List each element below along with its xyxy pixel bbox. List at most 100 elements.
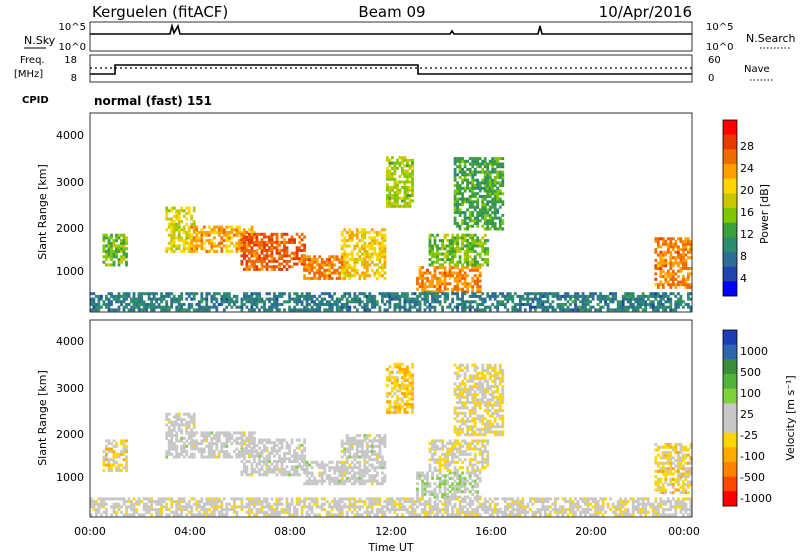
power-cell bbox=[343, 244, 347, 248]
power-cell bbox=[406, 161, 409, 165]
velocity-cell bbox=[478, 371, 482, 375]
power-cell bbox=[498, 219, 502, 223]
velocity-cell bbox=[481, 390, 485, 394]
velocity-cell bbox=[345, 447, 349, 451]
power-cell bbox=[245, 294, 249, 298]
power-cell bbox=[210, 231, 214, 234]
power-cell bbox=[195, 239, 199, 243]
power-cell bbox=[498, 165, 502, 169]
power-cell bbox=[343, 258, 347, 261]
power-cell bbox=[373, 271, 377, 275]
power-cell bbox=[140, 303, 143, 306]
power-cell bbox=[426, 285, 429, 288]
power-cell bbox=[225, 294, 229, 298]
power-cell bbox=[466, 233, 469, 237]
power-cell bbox=[258, 257, 261, 261]
power-cell bbox=[313, 260, 316, 264]
power-cell bbox=[396, 294, 399, 298]
velocity-cell bbox=[446, 482, 449, 486]
power-cell bbox=[544, 305, 547, 309]
power-cell bbox=[305, 300, 309, 304]
power-cell bbox=[167, 209, 171, 213]
velocity-cell bbox=[486, 425, 490, 429]
power-cell bbox=[461, 233, 464, 237]
power-cell bbox=[656, 245, 660, 249]
velocity-cell bbox=[448, 490, 452, 494]
velocity-cell bbox=[396, 362, 399, 366]
power-cell bbox=[250, 251, 254, 255]
power-cell bbox=[165, 228, 169, 232]
velocity-cell bbox=[187, 431, 191, 435]
power-cell bbox=[488, 208, 492, 212]
power-cell bbox=[503, 294, 507, 298]
velocity-cell bbox=[308, 471, 311, 475]
velocity-cell bbox=[491, 425, 495, 429]
velocity-cell bbox=[426, 471, 429, 475]
velocity-cell bbox=[303, 482, 306, 486]
power-cell bbox=[250, 265, 254, 269]
velocity-cell bbox=[478, 379, 482, 383]
power-cell bbox=[255, 292, 259, 296]
power-cell bbox=[466, 224, 469, 228]
power-cell bbox=[115, 300, 118, 304]
velocity-cell bbox=[386, 392, 389, 396]
power-cell bbox=[476, 294, 480, 298]
power-cell bbox=[180, 305, 184, 309]
velocity-cell bbox=[664, 453, 668, 457]
power-cell bbox=[355, 231, 359, 234]
velocity-cell bbox=[125, 466, 128, 470]
velocity-cell bbox=[451, 455, 454, 459]
velocity-cell bbox=[340, 463, 344, 467]
power-cell bbox=[245, 244, 249, 248]
velocity-cell bbox=[110, 466, 113, 470]
velocity-cell bbox=[260, 473, 264, 477]
power-cell bbox=[401, 292, 404, 296]
power-cell bbox=[433, 305, 437, 309]
power-cell bbox=[340, 247, 344, 251]
power-cell bbox=[631, 297, 635, 301]
power-cell bbox=[243, 292, 246, 296]
velocity-cell bbox=[481, 442, 485, 446]
power-cell bbox=[539, 297, 542, 301]
power-cell bbox=[674, 245, 678, 249]
velocity-cell bbox=[656, 453, 660, 457]
velocity-cell bbox=[243, 462, 246, 466]
velocity-cell bbox=[679, 485, 683, 489]
power-cell bbox=[283, 243, 286, 247]
power-cell bbox=[689, 285, 693, 289]
velocity-cell bbox=[338, 466, 342, 470]
velocity-cell bbox=[391, 410, 394, 414]
power-cell bbox=[436, 290, 439, 294]
power-cell bbox=[461, 219, 464, 223]
power-cell bbox=[396, 183, 399, 187]
velocity-cell bbox=[451, 458, 454, 462]
velocity-cell bbox=[167, 442, 171, 446]
power-cell bbox=[491, 189, 495, 193]
velocity-cell bbox=[458, 419, 462, 423]
power-cell bbox=[263, 254, 266, 258]
velocity-cell bbox=[421, 492, 424, 496]
power-cell bbox=[190, 222, 194, 226]
power-cell bbox=[338, 260, 342, 264]
power-cell bbox=[486, 224, 490, 228]
velocity-cell bbox=[125, 468, 128, 472]
power-cell bbox=[265, 267, 269, 271]
power-cell bbox=[426, 290, 429, 294]
power-cell bbox=[463, 271, 467, 275]
velocity-cell bbox=[345, 436, 349, 440]
power-cell bbox=[295, 232, 299, 236]
power-cell bbox=[476, 219, 480, 223]
velocity-cell bbox=[228, 436, 231, 440]
velocity-cell bbox=[433, 458, 437, 462]
velocity-cell bbox=[461, 411, 464, 415]
power-cell bbox=[180, 236, 184, 240]
velocity-cell bbox=[313, 479, 316, 483]
power-cell bbox=[165, 247, 169, 251]
power-cell bbox=[205, 292, 209, 296]
velocity-cell bbox=[125, 458, 128, 462]
power-cell bbox=[501, 173, 505, 177]
power-cell bbox=[350, 252, 354, 256]
power-cell bbox=[473, 233, 477, 237]
velocity-cell bbox=[677, 472, 680, 476]
power-cell bbox=[463, 285, 467, 288]
